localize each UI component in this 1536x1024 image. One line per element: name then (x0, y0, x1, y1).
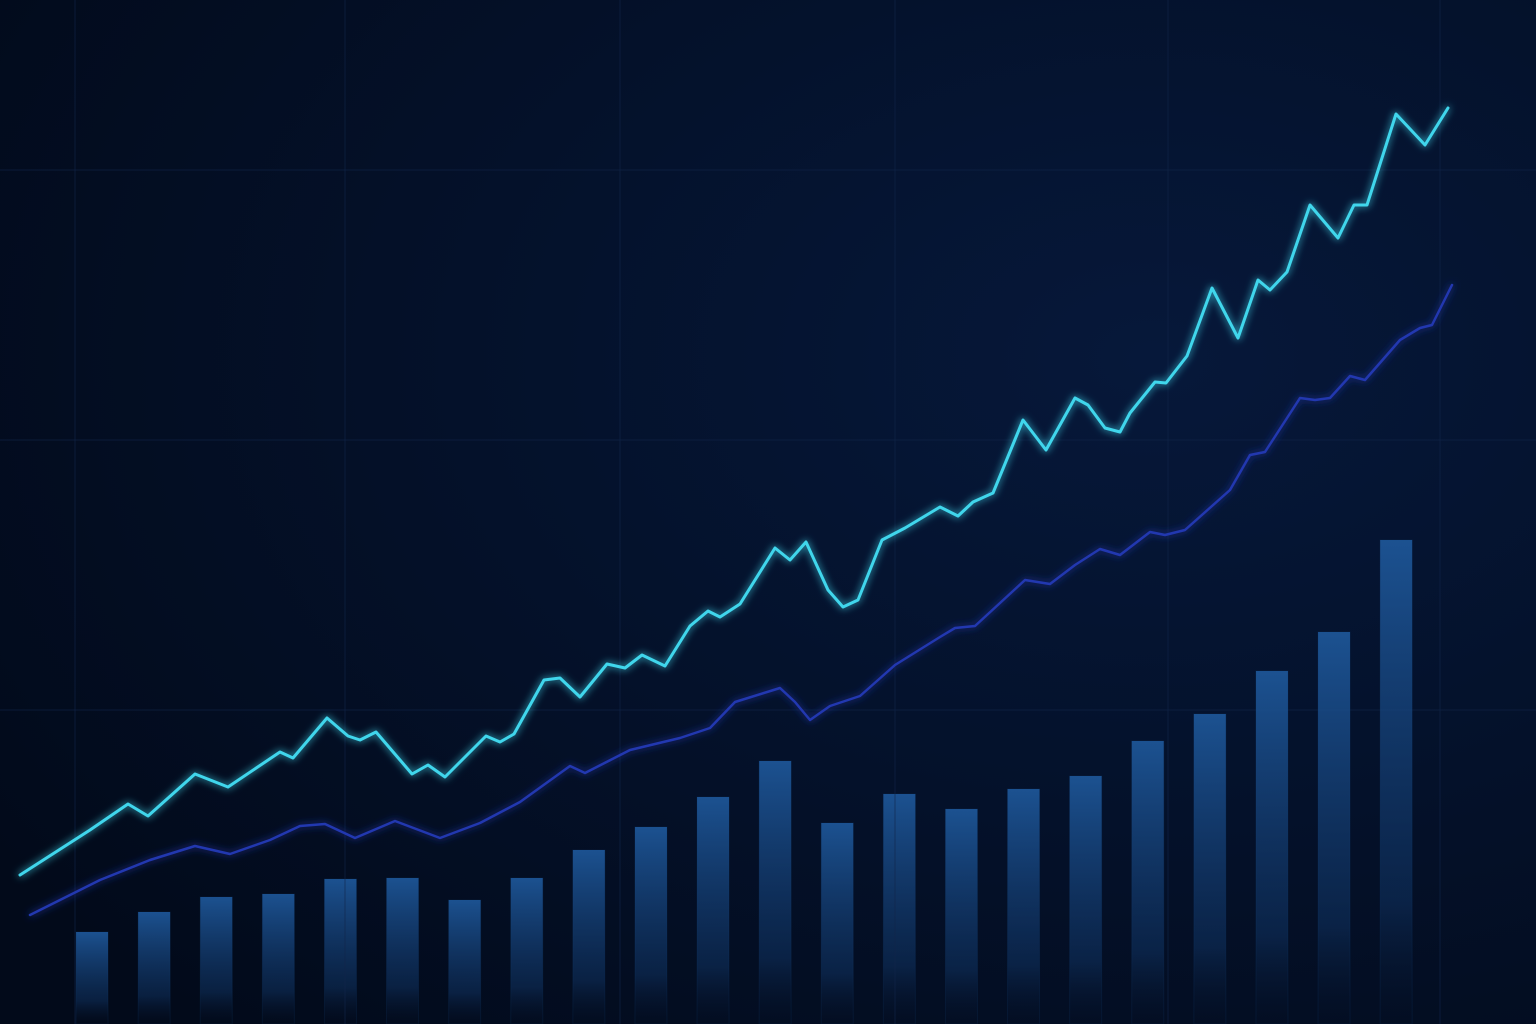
line (18, 106, 1450, 877)
bar (448, 899, 482, 1024)
bar (1007, 788, 1041, 1024)
bar (510, 877, 544, 1024)
bar (261, 893, 295, 1024)
bar (1193, 713, 1227, 1024)
bar (1379, 539, 1413, 1024)
line (28, 283, 1454, 917)
bar (1255, 670, 1289, 1024)
bar (944, 808, 978, 1024)
bar (696, 796, 730, 1024)
bar (758, 760, 792, 1024)
bar (1317, 631, 1351, 1024)
bar (820, 822, 854, 1024)
bar (386, 877, 420, 1024)
bar (199, 896, 233, 1024)
bar (137, 911, 171, 1024)
bar (323, 878, 357, 1024)
bar (882, 793, 916, 1024)
bar (634, 826, 668, 1024)
bar (1069, 775, 1103, 1024)
bar (1131, 740, 1165, 1024)
bar (75, 931, 109, 1024)
bar (572, 849, 606, 1024)
